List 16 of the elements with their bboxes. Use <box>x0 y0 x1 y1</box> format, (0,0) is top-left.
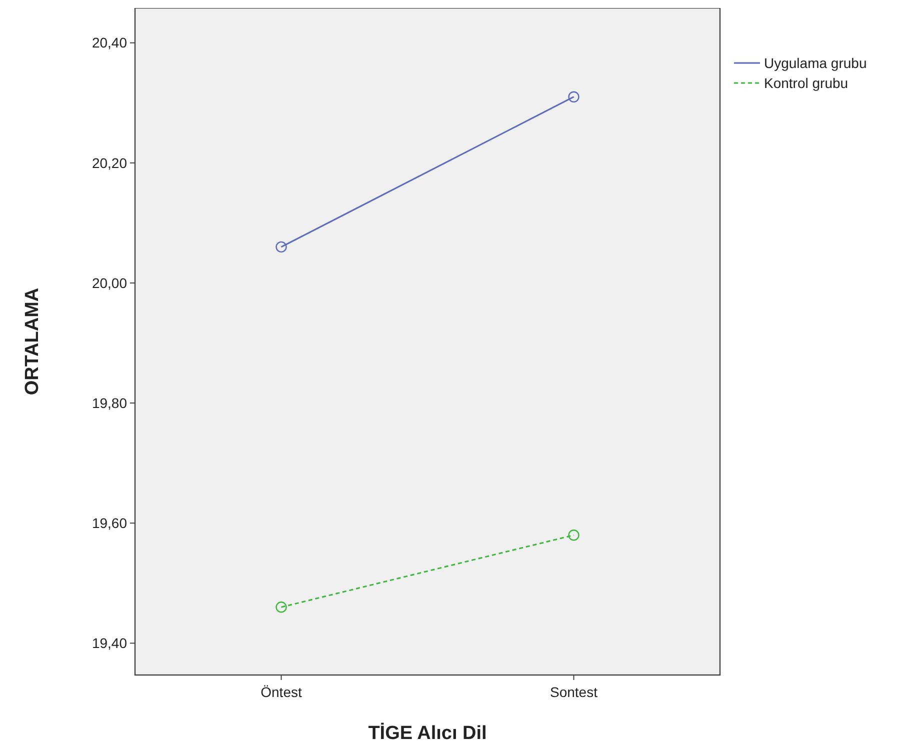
y-tick-label: 19,60 <box>92 515 128 532</box>
point <box>568 530 580 541</box>
x-tick-label: Öntest <box>260 684 302 700</box>
point <box>568 91 580 102</box>
legend-label: Uygulama grubu <box>764 54 867 71</box>
y-axis-title: ORTALAMA <box>22 288 43 396</box>
y-tick-label: 19,80 <box>92 394 128 411</box>
point <box>276 241 287 253</box>
y-tick-label: 19,40 <box>92 635 128 652</box>
legend-label: Kontrol grubu <box>764 74 848 91</box>
point <box>276 602 287 613</box>
x-tick-label: Sontest <box>550 684 598 700</box>
y-tick-label: 20,20 <box>92 154 128 171</box>
y-tick-label: 20,40 <box>92 34 128 51</box>
x-axis-title: TİGE Alıcı Dil <box>368 722 487 744</box>
y-tick-label: 20,00 <box>92 274 128 291</box>
